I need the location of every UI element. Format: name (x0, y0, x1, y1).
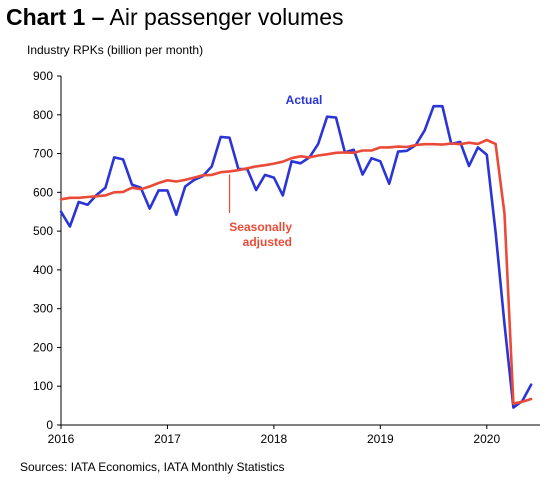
y-tick-label: 600 (33, 185, 53, 199)
seasonally-adjusted-label-line1: Seasonally (229, 220, 292, 234)
x-tick-label: 2018 (261, 432, 288, 446)
y-tick-label: 100 (33, 379, 53, 393)
x-tick-label: 2016 (48, 432, 75, 446)
actual-series-label: Actual (286, 93, 323, 107)
y-tick-label: 500 (33, 224, 53, 238)
chart-title-bold: Chart 1 – (6, 4, 105, 30)
x-tick-label: 2017 (154, 432, 181, 446)
y-tick-label: 200 (33, 340, 53, 354)
seasonally-adjusted-label-line2: adjusted (243, 235, 292, 249)
chart-title-rest: Air passenger volumes (104, 4, 344, 30)
chart-title: Chart 1 – Air passenger volumes (6, 4, 344, 31)
seasonally-adjusted-series-line (59, 138, 533, 406)
x-tick-label: 2020 (473, 432, 500, 446)
y-tick-label: 800 (33, 108, 53, 122)
y-tick-label: 700 (33, 147, 53, 161)
y-tick-label: 300 (33, 302, 53, 316)
y-tick-label: 400 (33, 263, 53, 277)
y-tick-label: 0 (46, 418, 53, 432)
y-tick-label: 900 (33, 69, 53, 83)
y-axis-unit-label: Industry RPKs (billion per month) (27, 43, 204, 57)
source-note: Sources: IATA Economics, IATA Monthly St… (20, 460, 285, 474)
actual-series-line (59, 104, 533, 409)
x-tick-label: 2019 (367, 432, 394, 446)
